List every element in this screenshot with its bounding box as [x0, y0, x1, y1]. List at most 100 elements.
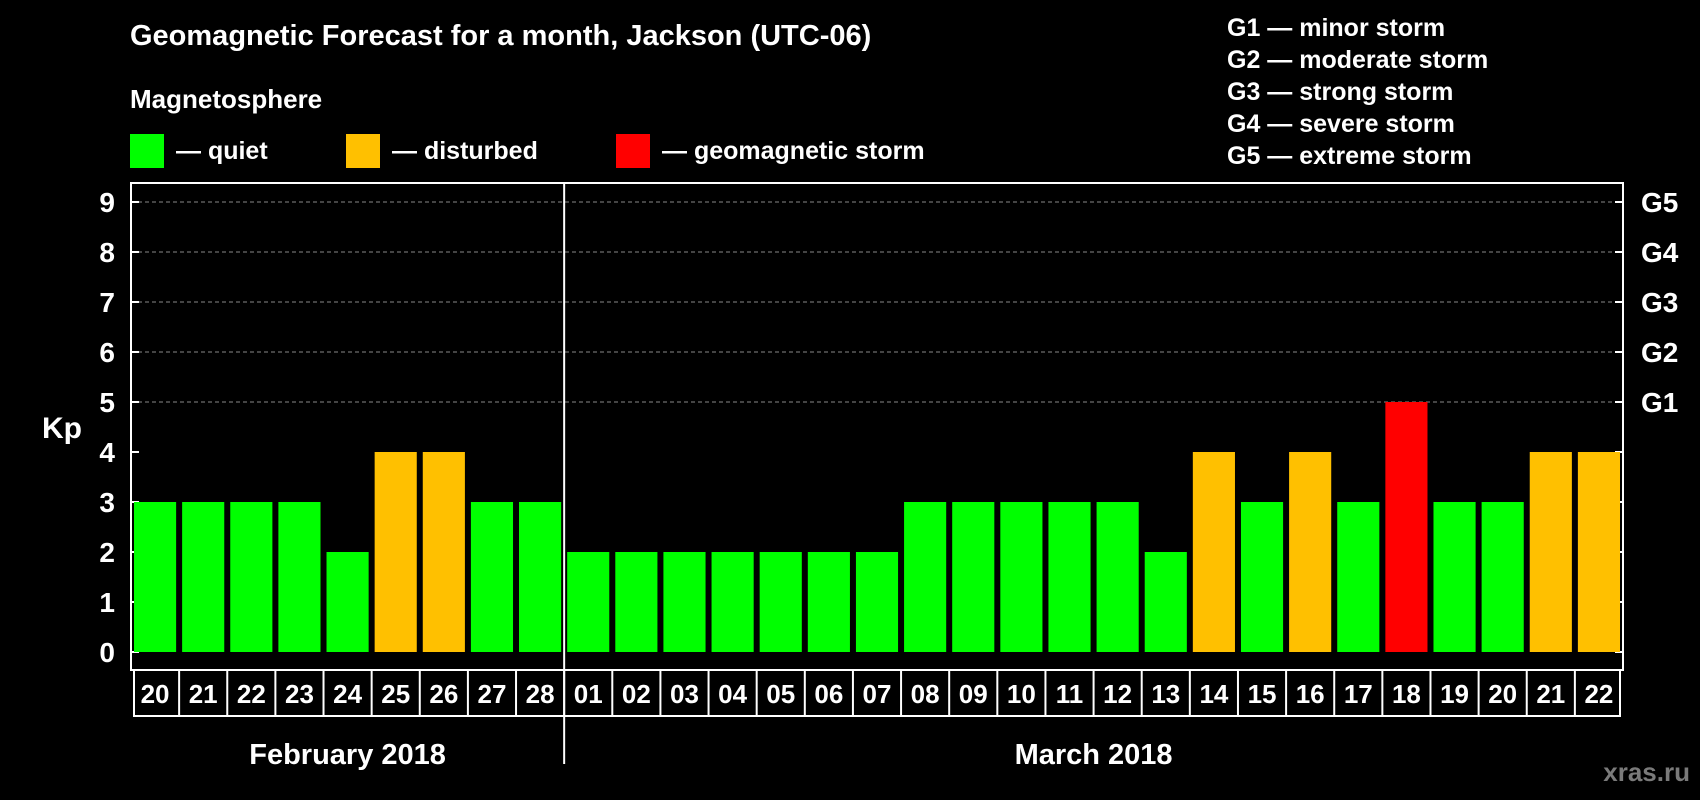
- x-tick-label: 25: [381, 679, 410, 709]
- bar: [1192, 452, 1235, 652]
- g-scale-label: G2: [1641, 337, 1678, 368]
- x-tick-label: 07: [863, 679, 892, 709]
- bar: [1144, 552, 1187, 652]
- y-tick-label: 7: [99, 287, 115, 318]
- x-tick-label: 26: [429, 679, 458, 709]
- x-tick-label: 03: [670, 679, 699, 709]
- watermark: xras.ru: [1603, 757, 1690, 787]
- bar: [663, 552, 706, 652]
- legend-label-disturbed: — disturbed: [392, 136, 538, 165]
- x-tick-label: 12: [1103, 679, 1132, 709]
- storm-scale-g1: G1 — minor storm: [1227, 14, 1446, 42]
- bar: [711, 552, 754, 652]
- y-tick-label: 9: [99, 187, 115, 218]
- month-label: February 2018: [249, 739, 446, 771]
- bar: [1289, 452, 1332, 652]
- y-tick-label: 2: [99, 537, 115, 568]
- g-scale-label: G4: [1641, 237, 1679, 268]
- legend-label-storm: — geomagnetic storm: [662, 136, 925, 165]
- x-tick-label: 23: [285, 679, 314, 709]
- x-tick-label: 20: [141, 679, 170, 709]
- x-tick-label: 27: [478, 679, 507, 709]
- bar: [1048, 502, 1091, 652]
- bar: [952, 502, 995, 652]
- x-tick-label: 14: [1199, 679, 1228, 709]
- bar: [1433, 502, 1476, 652]
- bar: [759, 552, 802, 652]
- legend-swatch-disturbed: [346, 134, 380, 168]
- legend-swatch-storm: [616, 134, 650, 168]
- x-tick-label: 02: [622, 679, 651, 709]
- g-scale-label: G3: [1641, 287, 1678, 318]
- chart-title: Geomagnetic Forecast for a month, Jackso…: [130, 20, 872, 52]
- y-tick-label: 0: [99, 637, 115, 668]
- y-tick-label: 8: [99, 237, 115, 268]
- bar: [1481, 502, 1524, 652]
- bar: [1337, 502, 1380, 652]
- storm-scale-g3: G3 — strong storm: [1227, 78, 1454, 106]
- bar: [134, 502, 177, 652]
- legend-swatch-quiet: [130, 134, 164, 168]
- storm-scale-legend: G1 — minor storm G2 — moderate storm G3 …: [1227, 12, 1488, 172]
- x-tick-label: 16: [1296, 679, 1325, 709]
- storm-scale-g4: G4 — severe storm: [1227, 110, 1455, 138]
- legend-heading: Magnetosphere: [130, 84, 323, 114]
- x-tick-label: 11: [1056, 679, 1084, 709]
- legend-item-disturbed: — disturbed: [346, 134, 538, 168]
- bar: [519, 502, 562, 652]
- x-tick-label: 06: [814, 679, 843, 709]
- y-tick-label: 4: [99, 437, 115, 468]
- bar: [807, 552, 850, 652]
- bar: [904, 502, 947, 652]
- legend-label-quiet: — quiet: [176, 136, 268, 165]
- x-tick-label: 21: [1536, 679, 1565, 709]
- y-tick-label: 6: [99, 337, 115, 368]
- x-tick-label: 24: [333, 679, 362, 709]
- legend-item-storm: — geomagnetic storm: [616, 134, 925, 168]
- bar: [615, 552, 658, 652]
- bar: [567, 552, 610, 652]
- x-tick-label: 01: [574, 679, 603, 709]
- x-tick-label: 28: [526, 679, 555, 709]
- bar: [182, 502, 225, 652]
- g-scale-label: G5: [1641, 187, 1678, 218]
- x-tick-label: 22: [1584, 679, 1613, 709]
- x-tick-label: 20: [1488, 679, 1517, 709]
- bar: [1577, 452, 1620, 652]
- bar: [1385, 402, 1428, 652]
- bar: [422, 452, 465, 652]
- g-scale-label: G1: [1641, 387, 1678, 418]
- x-tick-label: 22: [237, 679, 266, 709]
- x-tick-label: 08: [911, 679, 940, 709]
- legend-item-quiet: — quiet: [130, 134, 268, 168]
- bar: [855, 552, 899, 652]
- x-tick-label: 21: [189, 679, 218, 709]
- day-label-strip: [133, 669, 1621, 717]
- x-tick-label: 18: [1392, 679, 1421, 709]
- bar: [374, 452, 417, 652]
- bar: [1240, 502, 1284, 652]
- month-label: March 2018: [1015, 739, 1173, 771]
- bar: [1000, 502, 1043, 652]
- y-tick-label: 1: [99, 587, 115, 618]
- bar: [1096, 502, 1139, 652]
- y-axis-label: Kp: [42, 412, 82, 445]
- y-tick-label: 3: [99, 487, 115, 518]
- bar: [470, 502, 514, 652]
- x-tick-label: 05: [766, 679, 795, 709]
- storm-scale-g5: G5 — extreme storm: [1227, 142, 1472, 170]
- x-tick-label: 04: [718, 679, 747, 709]
- x-tick-label: 17: [1344, 679, 1373, 709]
- bar: [278, 502, 321, 652]
- x-tick-label: 19: [1440, 679, 1469, 709]
- bar: [1529, 452, 1572, 652]
- x-tick-label: 10: [1007, 679, 1036, 709]
- x-tick-label: 15: [1248, 679, 1277, 709]
- storm-scale-g2: G2 — moderate storm: [1227, 46, 1489, 74]
- x-tick-label: 13: [1151, 679, 1180, 709]
- x-tick-label: 09: [959, 679, 988, 709]
- bar: [326, 552, 369, 652]
- bar: [230, 502, 273, 652]
- y-tick-label: 5: [99, 387, 115, 418]
